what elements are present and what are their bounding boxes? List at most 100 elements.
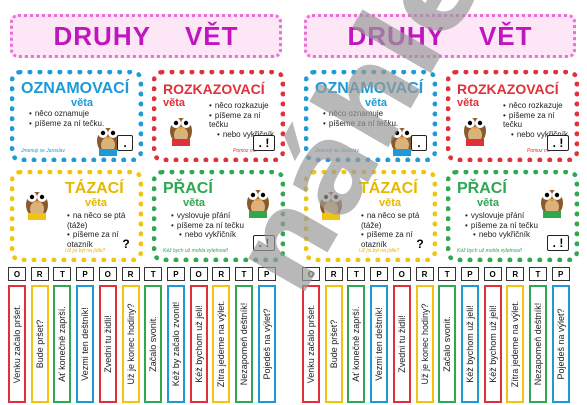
card-tazaci-note: Už jsi byl na jídle? xyxy=(65,248,106,254)
sentence-strip: T Ať konečně zaprší. xyxy=(53,267,72,403)
strip-body: Zítra jedeme na výlet. xyxy=(212,285,231,403)
strip-sentence: Nezapomeň deštník! xyxy=(533,302,543,386)
card-tazaci-sub: věta xyxy=(85,197,108,209)
card-oznamovaci-note: Jmenuji se Jaroslav. xyxy=(315,148,360,154)
card-oznamovaci-title: OZNAMOVACÍ xyxy=(315,80,424,97)
strip-body: Zítra jedeme na výlet. xyxy=(506,285,525,403)
strip-body: Venku začalo pršet. xyxy=(302,285,320,403)
owl-yellow-icon xyxy=(320,192,342,220)
card-oznamovaci: OZNAMOVACÍ věta něco oznamuje píšeme za … xyxy=(304,70,437,162)
owl-red-icon xyxy=(464,118,486,146)
card-rozkazovaci-punct: . ! xyxy=(547,135,569,151)
sentence-strip: O Kéž bychom už jeli! xyxy=(189,267,208,403)
bullet-continued: nebo vykřičník xyxy=(171,230,244,240)
strip-body: Ať konečně zaprší. xyxy=(347,285,366,403)
sentence-strip: T Ať konečně zaprší. xyxy=(347,267,366,403)
strip-letter: R xyxy=(415,267,434,281)
owl-green-icon xyxy=(541,190,563,218)
card-praci-sub: věta xyxy=(477,197,500,209)
strip-sentence: Zítra jedeme na výlet. xyxy=(510,300,521,388)
sentence-strip: O Zvedni tu židli! xyxy=(392,267,411,403)
strip-body: Vezmi ten deštník! xyxy=(76,285,95,403)
bullet-continued: nebo vykřičník xyxy=(465,230,538,240)
card-rozkazovaci-title: ROZKAZOVACÍ xyxy=(457,81,559,97)
sentence-strips-left: O Venku začalo pršet. R Bude pršet? T Ať kone… xyxy=(8,267,286,403)
strip-sentence: Zvedni tu židli! xyxy=(102,315,113,373)
sentence-strip: R Už je konec hodiny? xyxy=(121,267,140,403)
owl-green-icon xyxy=(247,190,269,218)
card-rozkazovaci-punct: . ! xyxy=(253,135,275,151)
strip-letter: P xyxy=(257,267,276,281)
card-rozkazovaci: ROZKAZOVACÍ věta něco rozkazuje píšeme z… xyxy=(446,70,579,162)
strip-body: Pojedeš na výlet? xyxy=(551,285,570,403)
card-tazaci-title: TÁZACÍ xyxy=(65,180,124,197)
bullet: píšeme za ní otazník xyxy=(67,230,138,249)
strip-body: Kéž by začalo zvonit! xyxy=(166,285,185,403)
strip-body: Bude pršet? xyxy=(30,285,49,403)
strip-letter: P xyxy=(76,267,95,281)
strip-letter: R xyxy=(324,267,343,281)
strip-letter: O xyxy=(98,267,117,281)
owl-red-icon xyxy=(170,118,192,146)
sentence-strip: P Kéž by začalo zvonit! xyxy=(166,267,185,403)
sentence-strip: O Venku začalo pršet. xyxy=(302,267,320,403)
strip-sentence: Pojedeš na výlet? xyxy=(555,308,566,380)
title-banner: DRUHY VĚT xyxy=(304,14,576,58)
strip-sentence: Vezmi ten deštník! xyxy=(374,307,385,381)
sentence-strip: R Zítra jedeme na výlet. xyxy=(212,267,231,403)
bullet-continued: nebo vykřičník xyxy=(209,130,280,140)
card-tazaci-punct: ? xyxy=(119,237,133,251)
card-oznamovaci: OZNAMOVACÍ věta něco oznamuje píšeme za … xyxy=(10,70,143,162)
card-rozkazovaci: ROZKAZOVACÍ věta něco rozkazuje píšeme z… xyxy=(152,70,285,162)
strip-sentence: Bude pršet? xyxy=(34,319,45,369)
card-oznamovaci-sub: věta xyxy=(71,97,94,109)
strip-letter: T xyxy=(144,267,163,281)
sentence-strip: O Zvedni tu židli! xyxy=(98,267,117,403)
sentence-strip: P Kéž bychom už jeli! xyxy=(460,267,479,403)
strip-body: Už je konec hodiny? xyxy=(121,285,140,403)
card-oznamovaci-bullets: něco oznamuje píšeme za ní tečku. xyxy=(21,109,104,128)
bullet: vyslovuje přání xyxy=(171,211,244,221)
strip-sentence: Už je konec hodiny? xyxy=(125,303,136,385)
card-tazaci-title: TÁZACÍ xyxy=(359,180,418,197)
bullet: píšeme za ní tečku xyxy=(209,111,280,130)
sentence-strip: R Bude pršet? xyxy=(324,267,343,403)
strip-body: Venku začalo pršet. xyxy=(8,285,26,403)
owl-blue-icon xyxy=(391,128,413,156)
strip-letter: P xyxy=(166,267,185,281)
strip-body: Ať konečně zaprší. xyxy=(53,285,72,403)
strip-body: Už je konec hodiny? xyxy=(415,285,434,403)
bullet: píšeme za ní otazník xyxy=(361,230,432,249)
worksheet-right: DRUHY VĚT OZNAMOVACÍ věta něco oznamuje … xyxy=(294,0,587,405)
strip-sentence: Ať konečně zaprší. xyxy=(57,306,68,382)
card-tazaci: TÁZACÍ věta na něco se ptá (táže) píšeme… xyxy=(10,170,143,262)
card-oznamovaci-title: OZNAMOVACÍ xyxy=(21,80,130,97)
sentence-strip: P Pojedeš na výlet? xyxy=(257,267,276,403)
strip-sentence: Ať konečně zaprší. xyxy=(351,306,362,382)
title-banner: DRUHY VĚT xyxy=(10,14,282,58)
strip-sentence: Nezapomeň deštník! xyxy=(239,302,249,386)
bullet: na něco se ptá (táže) xyxy=(361,211,432,230)
strip-letter: P xyxy=(370,267,389,281)
sentence-strips-right: O Venku začalo pršet. R Bude pršet? T Ať kone… xyxy=(302,267,580,403)
card-oznamovaci-punct: . xyxy=(117,135,133,151)
strip-sentence: Zvedni tu židli! xyxy=(396,315,407,373)
card-praci-note: Kéž bych už mohla vyletnout! xyxy=(457,248,523,254)
title-part1: DRUHY xyxy=(53,20,151,51)
strip-letter: P xyxy=(551,267,570,281)
title-part1: DRUHY xyxy=(347,20,445,51)
strip-body: Zvedni tu židli! xyxy=(98,285,117,403)
card-rozkazovaci-note: Pomoz mi! xyxy=(233,148,257,154)
bullet: píšeme za ní tečku xyxy=(503,111,574,130)
sentence-strip: T Začalo svonit. xyxy=(438,267,457,403)
strip-letter: P xyxy=(460,267,479,281)
card-praci-title: PŘACÍ xyxy=(457,180,507,197)
sentence-strip: P Vezmi ten deštník! xyxy=(76,267,95,403)
card-praci-punct: . ! xyxy=(547,235,569,251)
strip-sentence: Kéž bychom už jeli! xyxy=(464,305,475,383)
card-tazaci-punct: ? xyxy=(413,237,427,251)
strip-body: Kéž bychom už jeli! xyxy=(189,285,208,403)
strip-letter: O xyxy=(392,267,411,281)
strip-sentence: Venku začalo pršet. xyxy=(306,304,316,384)
bullet: něco rozkazuje xyxy=(503,101,574,111)
